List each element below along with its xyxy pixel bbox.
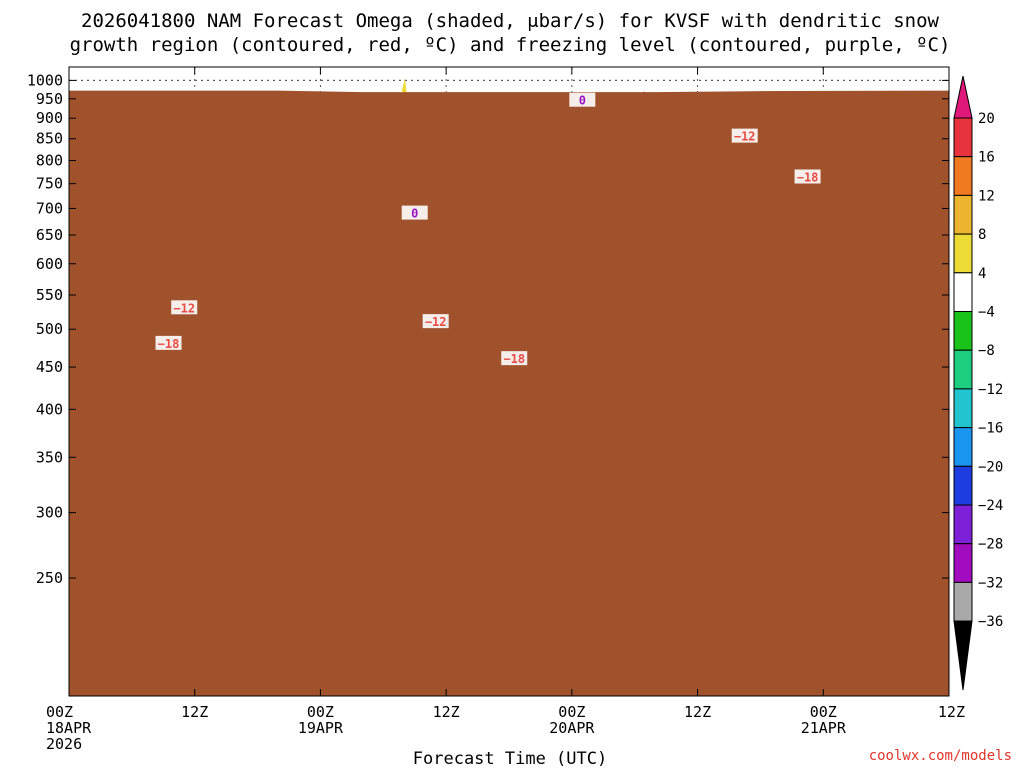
y-tick-label-700: 700 — [36, 199, 63, 217]
chart-title-line2: growth region (contoured, red, ºC) and f… — [70, 34, 951, 56]
credit-text: coolwx.com/models — [869, 748, 1012, 764]
contour-label--18-1: −18 — [503, 352, 525, 366]
contour-label-0-1: 0 — [579, 94, 586, 108]
x-tick-label-0-1: 00Z — [46, 703, 73, 721]
x-tick-label-5-1: 12Z — [684, 703, 711, 721]
y-tick-label-900: 900 — [36, 109, 63, 127]
contour-label-bg--12-2 — [731, 128, 758, 143]
colorbar-label-3: 8 — [978, 227, 986, 243]
x-axis-label: Forecast Time (UTC) — [413, 749, 607, 768]
colorbar-label-2: 12 — [978, 188, 995, 204]
contour-label--18-2: −18 — [797, 170, 819, 184]
colorbar-swatch-10 — [953, 504, 973, 545]
y-tick-label-750: 750 — [36, 175, 63, 193]
plot-area: −18 −18 −18 −12 −12 −12 0 0 — [68, 66, 950, 697]
y-tick-label-600: 600 — [36, 255, 63, 273]
colorbar-bottom-arrow — [953, 620, 973, 691]
contour-label-bg-0-1 — [569, 92, 596, 107]
colorbar-top-arrow — [953, 75, 973, 119]
x-tick-label-0-2: 18APR — [46, 719, 92, 737]
colorbar-label-7: −12 — [978, 382, 1003, 398]
colorbar-swatch-1 — [953, 156, 973, 196]
colorbar-swatch-0 — [953, 117, 973, 158]
colorbar: 20 16 12 8 4 −4 −8 −12 −16 −20 −24 −28 −32 −36 — [953, 75, 1003, 691]
x-tick-label-1-1: 12Z — [181, 703, 208, 721]
y-tick-label-400: 400 — [36, 400, 63, 418]
chart-title-line1: 2026041800 NAM Forecast Omega (shaded, μ… — [81, 10, 939, 32]
terrain-fill — [69, 90, 949, 697]
x-tick-label-4-1: 00Z — [558, 703, 585, 721]
colorbar-label-5: −4 — [978, 305, 995, 321]
y-tick-label-300: 300 — [36, 504, 63, 522]
colorbar-swatch-12 — [953, 581, 973, 622]
y-tick-label-250: 250 — [36, 569, 63, 587]
colorbar-label-13: −36 — [978, 614, 1003, 630]
colorbar-label-0: 20 — [978, 111, 995, 127]
contour-label--12-2: −12 — [734, 130, 756, 144]
y-tick-label-500: 500 — [36, 320, 63, 338]
plot-frame — [68, 66, 950, 697]
x-tick-label-0-3: 2026 — [46, 735, 82, 753]
contour-label-bg-0-0 — [401, 205, 428, 220]
colorbar-label-11: −28 — [978, 537, 1003, 553]
colorbar-label-4: 4 — [978, 266, 986, 282]
contour-label--18-0: −18 — [158, 337, 180, 351]
x-tick-label-3-1: 12Z — [433, 703, 460, 721]
y-tick-label-850: 850 — [36, 130, 63, 148]
colorbar-swatch-11 — [953, 543, 973, 583]
y-tick-label-550: 550 — [36, 286, 63, 304]
colorbar-label-1: 16 — [978, 150, 995, 166]
colorbar-label-8: −16 — [978, 421, 1003, 437]
x-tick-label-4-2: 20APR — [549, 719, 595, 737]
colorbar-label-12: −32 — [978, 575, 1003, 591]
terrain — [69, 79, 949, 697]
y-tick-label-650: 650 — [36, 226, 63, 244]
x-tick-label-6-1: 00Z — [810, 703, 837, 721]
colorbar-swatch-3 — [953, 233, 973, 274]
contour-label--12-0: −12 — [173, 301, 195, 315]
colorbar-swatch-2 — [953, 194, 973, 235]
y-tick-label-450: 450 — [36, 358, 63, 376]
y-axis: 250 300 350 400 450 500 550 600 650 700 750 800 850 9… — [27, 71, 949, 587]
colorbar-swatch-7 — [953, 388, 973, 429]
contour-label-bg--12-0 — [171, 300, 198, 315]
x-tick-label-2-2: 19APR — [298, 719, 344, 737]
colorbar-label-10: −24 — [978, 498, 1003, 514]
x-tick-label-2-1: 00Z — [307, 703, 334, 721]
colorbar-swatch-4 — [953, 272, 973, 312]
contour-label-bg--12-1 — [422, 314, 449, 329]
colorbar-swatch-9 — [953, 465, 973, 506]
colorbar-swatch-5 — [953, 311, 973, 351]
x-tick-label-6-2: 21APR — [801, 719, 847, 737]
contour-labels: −18 −18 −18 −12 −12 −12 0 0 — [155, 92, 821, 366]
contour-label--12-1: −12 — [425, 315, 447, 329]
contour-label-bg--18-1 — [501, 351, 528, 366]
colorbar-label-6: −8 — [978, 343, 995, 359]
contour-label-bg--18-0 — [155, 335, 182, 350]
colorbar-label-9: −20 — [978, 459, 1003, 475]
contour-label-0-0: 0 — [411, 207, 418, 221]
y-tick-label-1000: 1000 — [27, 71, 63, 89]
y-tick-label-800: 800 — [36, 151, 63, 169]
y-tick-label-350: 350 — [36, 448, 63, 466]
contour-label-bg--18-2 — [794, 169, 821, 184]
y-tick-label-950: 950 — [36, 90, 63, 108]
x-tick-label-7-1: 12Z — [938, 703, 965, 721]
colorbar-swatch-8 — [953, 427, 973, 467]
colorbar-swatch-6 — [953, 349, 973, 390]
